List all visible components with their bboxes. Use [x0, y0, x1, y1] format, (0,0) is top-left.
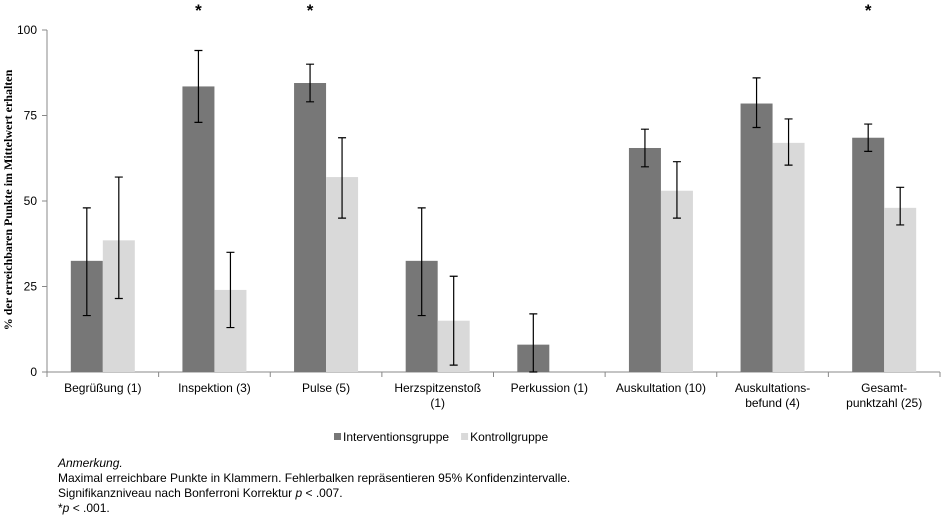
- error-bar: [226, 251, 235, 329]
- x-tick-label: Perkussion (1): [511, 381, 588, 395]
- note-text: p: [62, 501, 70, 515]
- bar: [884, 207, 917, 372]
- notes-title: Anmerkung.: [58, 456, 123, 470]
- legend-swatch: [461, 433, 469, 440]
- bar: [182, 86, 215, 373]
- error-bar: [529, 313, 538, 373]
- significance-marker: *: [195, 1, 202, 20]
- y-tick-label: 100: [17, 23, 37, 37]
- error-bar: [194, 49, 203, 123]
- bar: [852, 137, 885, 372]
- note-text: *: [58, 501, 63, 515]
- bar: [772, 142, 805, 372]
- note-text: Maximal erreichbare Punkte in Klammern. …: [58, 471, 571, 485]
- x-tick-label: Herzspitzenstoß (1): [394, 381, 481, 410]
- error-bar: [306, 63, 315, 103]
- bar: [660, 190, 693, 372]
- error-bar: [114, 176, 123, 300]
- chart: % der erreichbaren Punkte im Mittelwert …: [1, 1, 941, 444]
- error-bar: [672, 161, 681, 219]
- bar: [628, 147, 661, 372]
- error-bar: [752, 77, 761, 129]
- x-tick-label: Inspektion (3): [178, 381, 251, 395]
- y-tick-label: 0: [30, 365, 37, 379]
- note-text: < .007.: [302, 486, 343, 500]
- error-bar: [896, 186, 905, 226]
- significance-marker: *: [307, 1, 314, 20]
- x-tick-label: Gesamt-punktzahl (25): [846, 381, 922, 410]
- error-bar: [417, 207, 426, 317]
- legend-label: Kontrollgruppe: [470, 430, 548, 444]
- note-text: Signifikanzniveau nach Bonferroni Korrek…: [58, 486, 296, 500]
- legend-label: Interventionsgruppe: [343, 430, 449, 444]
- bar: [294, 83, 327, 372]
- note-text: < .001.: [69, 501, 110, 515]
- legend-swatch: [334, 433, 341, 440]
- y-tick-label: 75: [24, 109, 38, 123]
- error-bar: [338, 137, 347, 219]
- note-line: Maximal erreichbare Punkte in Klammern. …: [58, 471, 570, 486]
- error-bar: [640, 128, 649, 168]
- error-bar: [449, 275, 458, 366]
- x-tick-label: Begrüßung (1): [64, 381, 141, 395]
- y-tick-label: 25: [24, 280, 38, 294]
- bar: [740, 103, 773, 372]
- error-bar: [82, 207, 91, 317]
- note-line: *p < .001.: [58, 501, 570, 516]
- error-bar: [864, 123, 873, 153]
- x-tick-label: Pulse (5): [302, 381, 350, 395]
- y-tick-label: 50: [24, 194, 38, 208]
- notes: Anmerkung. Maximal erreichbare Punkte in…: [58, 456, 570, 516]
- significance-marker: *: [865, 1, 872, 20]
- x-tick-label: Auskultation (10): [616, 381, 706, 395]
- note-text: p: [295, 486, 303, 500]
- note-line: Signifikanzniveau nach Bonferroni Korrek…: [58, 486, 570, 501]
- x-tick-label: Auskultations-befund (4): [735, 381, 810, 410]
- error-bar: [784, 118, 793, 166]
- y-axis-label: % der erreichbaren Punkte im Mittelwert …: [1, 69, 15, 330]
